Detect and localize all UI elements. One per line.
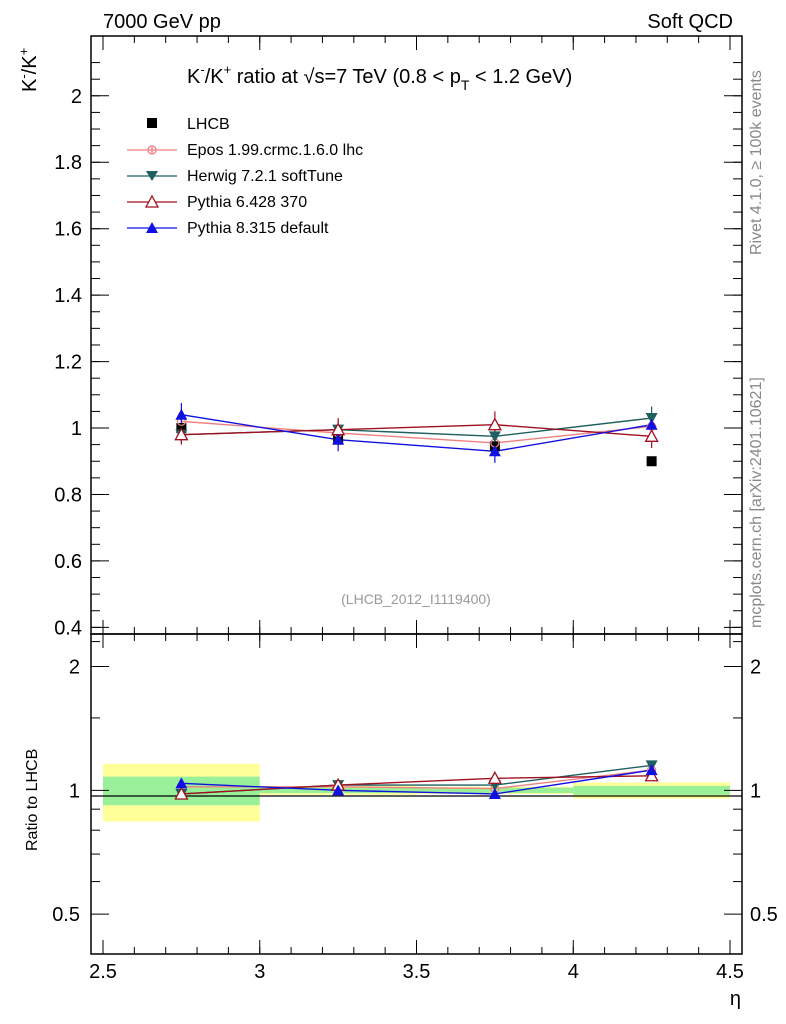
chart-title: K-/K+ ratio at √s=7 TeV (0.8 < pT < 1.2 … bbox=[187, 62, 572, 93]
mcplots-label: mcplots.cern.ch [arXiv:2401.10621] bbox=[748, 377, 765, 628]
data-point bbox=[488, 431, 501, 443]
series-line bbox=[181, 423, 652, 438]
x-tick-label: 3 bbox=[254, 961, 265, 983]
ratio-series-line bbox=[181, 769, 652, 795]
ratio-tick-label-right: 0.5 bbox=[750, 904, 778, 926]
y-tick-label: 1.6 bbox=[54, 219, 82, 241]
ratio-data-point bbox=[488, 787, 501, 799]
legend-marker-lhcb bbox=[147, 118, 157, 128]
ratio-data-point bbox=[487, 770, 502, 784]
data-point bbox=[332, 433, 345, 445]
axis-ticks: 2.5 3 3.5 4 4.5 0.4 0.6 0.8 1 1.2 1.4 1.6 1.8 2 0.5 0.5… bbox=[52, 36, 778, 983]
data-point bbox=[488, 445, 501, 457]
data-point bbox=[645, 413, 658, 425]
ratio-tick-label-right: 1 bbox=[750, 780, 761, 802]
legend-label-pythia6: Pythia 6.428 370 bbox=[187, 194, 307, 211]
y-tick-label: 1.4 bbox=[54, 285, 82, 307]
legend: LHCB Epos 1.99.crmc.1.6.0 lhc Herwig 7.2… bbox=[127, 116, 363, 237]
x-tick-label: 4.5 bbox=[716, 961, 744, 983]
rivet-label: Rivet 4.1.0, ≥ 100k events bbox=[748, 70, 765, 255]
data-point bbox=[645, 418, 658, 430]
ratio-data-point bbox=[332, 784, 345, 796]
ratio-series bbox=[174, 760, 659, 800]
ratio-series-line bbox=[181, 775, 652, 795]
y-tick-label: 1.2 bbox=[54, 352, 82, 374]
x-tick-label: 3.5 bbox=[403, 961, 431, 983]
data-point bbox=[174, 427, 189, 441]
legend-marker-herwig bbox=[146, 171, 158, 181]
lhcb-data-point bbox=[646, 456, 657, 467]
x-axis-label: η bbox=[730, 988, 741, 1010]
category-label: Soft QCD bbox=[647, 11, 733, 33]
data-point bbox=[175, 408, 188, 420]
legend-label-epos: Epos 1.99.crmc.1.6.0 lhc bbox=[187, 142, 363, 159]
y-axis-label: K-/K+ bbox=[16, 48, 41, 92]
data-point bbox=[487, 417, 502, 431]
ratio-tick-label-right: 2 bbox=[750, 657, 761, 679]
y-tick-label: 2 bbox=[71, 86, 82, 108]
energy-label: 7000 GeV pp bbox=[103, 11, 221, 33]
ratio-data-point bbox=[175, 777, 188, 789]
x-tick-label: 2.5 bbox=[89, 961, 117, 983]
ratio-tick-label: 2 bbox=[69, 657, 80, 679]
ratio-tick-label: 1 bbox=[69, 780, 80, 802]
analysis-tag: (LHCB_2012_I1119400) bbox=[341, 591, 491, 607]
main-series bbox=[174, 403, 659, 467]
y-tick-label: 0.4 bbox=[54, 617, 82, 639]
legend-marker-pythia8 bbox=[146, 222, 158, 233]
y-tick-label: 1 bbox=[71, 418, 82, 440]
data-point bbox=[644, 428, 659, 442]
x-tick-label: 4 bbox=[568, 961, 579, 983]
y-tick-label: 1.8 bbox=[54, 152, 82, 174]
series-line bbox=[181, 414, 652, 452]
legend-label-pythia8: Pythia 8.315 default bbox=[187, 220, 329, 237]
ratio-data-point bbox=[174, 786, 189, 800]
ratio-stat-band bbox=[573, 785, 730, 795]
ratio-data-point bbox=[645, 764, 658, 776]
legend-label-herwig: Herwig 7.2.1 softTune bbox=[187, 168, 343, 185]
y-tick-label: 0.8 bbox=[54, 484, 82, 506]
y-tick-label: 0.6 bbox=[54, 551, 82, 573]
legend-marker-pythia6 bbox=[144, 194, 160, 208]
ratio-tick-label: 0.5 bbox=[52, 904, 80, 926]
ratio-y-axis-label: Ratio to LHCB bbox=[24, 749, 41, 851]
legend-label-lhcb: LHCB bbox=[187, 116, 230, 133]
ratio-data-point bbox=[644, 768, 659, 782]
